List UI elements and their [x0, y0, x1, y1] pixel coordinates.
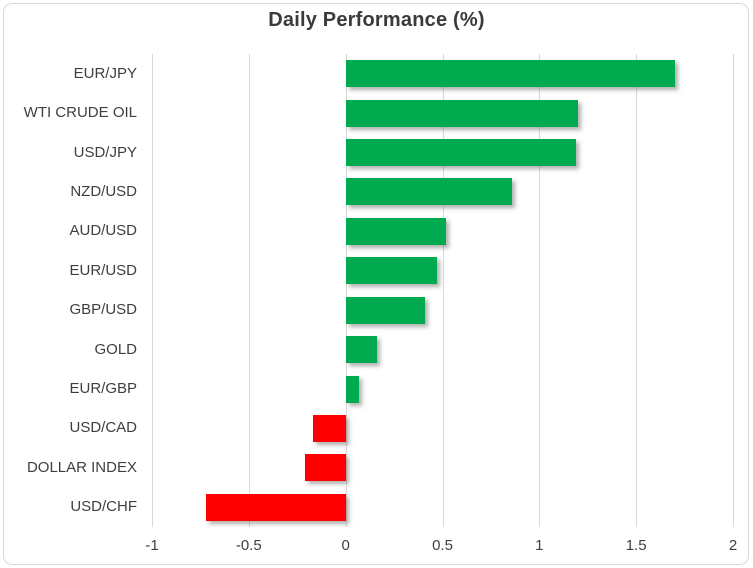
bar-row-wti-crude-oil — [152, 93, 733, 132]
gridline — [733, 54, 734, 527]
category-label-nzd-usd: NZD/USD — [70, 182, 137, 200]
x-tick-label-0.5: 0.5 — [432, 537, 453, 554]
x-tick-label--1: -1 — [145, 537, 159, 554]
x-tick-label-1: 1 — [535, 537, 544, 554]
positive-bar-usd-jpy — [345, 139, 577, 167]
positive-bar-eur-usd — [345, 257, 437, 285]
plot-area — [152, 54, 734, 527]
bar-row-nzd-usd — [152, 172, 733, 211]
positive-bar-wti-crude-oil — [345, 99, 579, 127]
category-label-eur-jpy: EUR/JPY — [73, 64, 137, 82]
category-axis: EUR/JPY WTI CRUDE OIL USD/JPY NZD/USD AUD/US… — [0, 54, 137, 527]
negative-bar-dollar-index — [304, 454, 346, 482]
category-label-usd-chf: USD/CHF — [70, 498, 137, 516]
bar-row-eur-usd — [152, 251, 733, 290]
positive-bar-aud-usd — [345, 217, 447, 245]
positive-bar-gold — [345, 336, 377, 364]
positive-bar-nzd-usd — [345, 178, 513, 206]
category-label-eur-gbp: EUR/GBP — [69, 380, 137, 398]
gridline — [345, 54, 347, 527]
gridline — [539, 54, 541, 527]
bar-row-usd-cad — [152, 409, 733, 448]
x-tick-label-2: 2 — [728, 537, 738, 554]
negative-bar-usd-cad — [312, 414, 346, 442]
chart-title: Daily Performance (%) — [268, 9, 485, 31]
bar-row-eur-jpy — [152, 54, 733, 93]
positive-bar-gbp-usd — [345, 296, 426, 324]
bar-row-gold — [152, 330, 733, 369]
gridline — [636, 54, 638, 527]
x-tick-label--0.5: -0.5 — [235, 537, 262, 554]
negative-bar-usd-chf — [206, 493, 346, 521]
bar-row-usd-chf — [152, 488, 733, 527]
bar-row-eur-gbp — [152, 369, 733, 408]
category-label-usd-jpy: USD/JPY — [73, 143, 137, 161]
category-label-gbp-usd: GBP/USD — [69, 301, 137, 319]
bar-row-dollar-index — [152, 448, 733, 487]
category-label-eur-usd: EUR/USD — [69, 261, 137, 279]
x-tick-label-0: 0 — [341, 537, 350, 554]
positive-bar-eur-gbp — [345, 375, 360, 403]
category-label-aud-usd: AUD/USD — [69, 222, 137, 240]
category-label-dollar-index: DOLLAR INDEX — [26, 458, 137, 476]
x-axis: -1 -0.5 0 0.5 1 1.5 2 — [0, 537, 753, 559]
category-label-wti-crude-oil: WTI CRUDE OIL — [23, 104, 137, 122]
gridline — [442, 54, 444, 527]
bar-row-gbp-usd — [152, 291, 733, 330]
bar-row-aud-usd — [152, 212, 733, 251]
positive-bar-eur-jpy — [345, 60, 675, 88]
category-label-usd-cad: USD/CAD — [69, 419, 137, 437]
x-tick-label-1.5: 1.5 — [625, 537, 647, 554]
gridline — [248, 54, 250, 527]
gridline — [152, 54, 153, 527]
bar-row-usd-jpy — [152, 133, 733, 172]
category-label-gold: GOLD — [94, 340, 137, 358]
